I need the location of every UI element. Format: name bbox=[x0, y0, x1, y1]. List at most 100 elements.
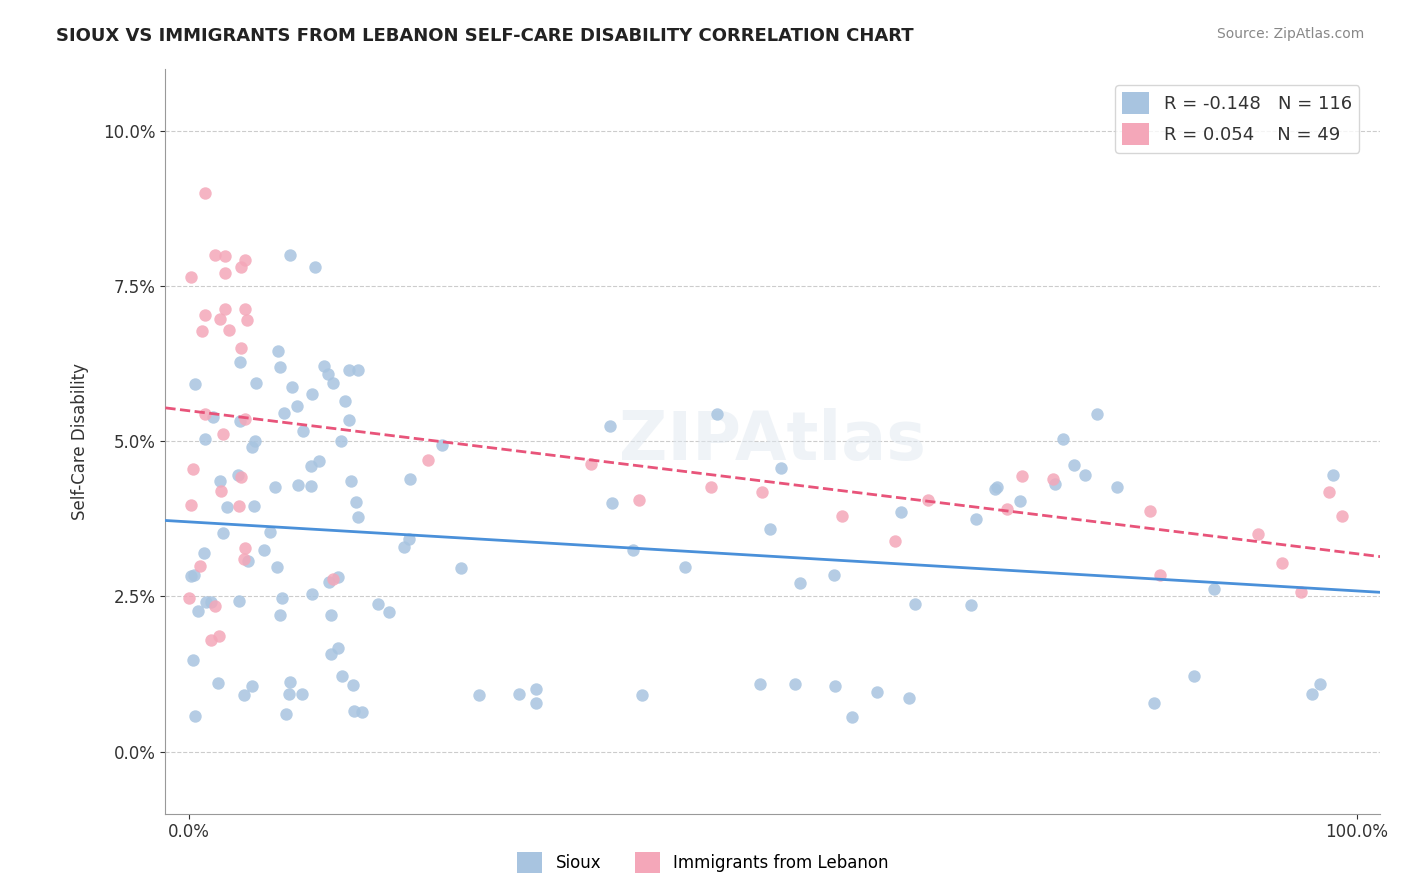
Point bbox=[194, 407, 217, 421]
Point bbox=[276, 706, 298, 721]
Point bbox=[1105, 479, 1128, 493]
Point bbox=[841, 710, 863, 724]
Point bbox=[291, 687, 314, 701]
Point bbox=[194, 594, 217, 608]
Point bbox=[430, 438, 453, 452]
Point bbox=[191, 324, 214, 338]
Legend: R = -0.148   N = 116, R = 0.054    N = 49: R = -0.148 N = 116, R = 0.054 N = 49 bbox=[1115, 85, 1360, 153]
Point bbox=[347, 510, 370, 524]
Point bbox=[316, 367, 339, 381]
Point bbox=[301, 386, 323, 401]
Point bbox=[332, 669, 354, 683]
Point bbox=[212, 526, 235, 541]
Point bbox=[1317, 485, 1340, 500]
Point bbox=[233, 301, 256, 316]
Point bbox=[1063, 458, 1085, 473]
Point bbox=[235, 411, 257, 425]
Point bbox=[824, 679, 846, 693]
Point bbox=[831, 508, 853, 523]
Point bbox=[202, 410, 225, 425]
Point bbox=[212, 427, 235, 442]
Point bbox=[524, 681, 547, 696]
Point bbox=[884, 533, 907, 548]
Point bbox=[229, 469, 252, 483]
Point bbox=[628, 493, 651, 508]
Point bbox=[200, 594, 222, 608]
Point bbox=[1074, 467, 1097, 482]
Point bbox=[214, 266, 236, 280]
Point bbox=[394, 540, 416, 554]
Point bbox=[235, 313, 257, 327]
Point bbox=[253, 542, 276, 557]
Text: Source: ZipAtlas.com: Source: ZipAtlas.com bbox=[1216, 27, 1364, 41]
Point bbox=[233, 252, 256, 267]
Text: ZIPAtlas: ZIPAtlas bbox=[620, 408, 927, 474]
Point bbox=[194, 433, 217, 447]
Point bbox=[264, 480, 287, 494]
Point bbox=[960, 599, 983, 613]
Point bbox=[823, 568, 845, 582]
Point bbox=[917, 493, 939, 508]
Point bbox=[890, 505, 912, 519]
Point bbox=[281, 380, 304, 394]
Legend: Sioux, Immigrants from Lebanon: Sioux, Immigrants from Lebanon bbox=[510, 846, 896, 880]
Point bbox=[200, 633, 222, 648]
Point bbox=[342, 704, 364, 718]
Point bbox=[285, 399, 308, 413]
Point bbox=[240, 680, 263, 694]
Point bbox=[245, 376, 267, 391]
Point bbox=[468, 688, 491, 702]
Point bbox=[759, 522, 782, 536]
Point bbox=[706, 408, 728, 422]
Point bbox=[184, 709, 207, 723]
Point bbox=[524, 696, 547, 710]
Point bbox=[416, 453, 439, 467]
Point bbox=[204, 248, 226, 262]
Point bbox=[228, 594, 250, 608]
Point bbox=[965, 512, 987, 526]
Point bbox=[1143, 696, 1166, 710]
Point bbox=[866, 685, 889, 699]
Point bbox=[229, 260, 252, 274]
Point bbox=[1247, 526, 1270, 541]
Point bbox=[748, 677, 770, 691]
Point bbox=[769, 461, 792, 475]
Point bbox=[1085, 407, 1108, 421]
Point bbox=[214, 249, 236, 263]
Point bbox=[180, 498, 202, 512]
Point bbox=[328, 569, 350, 583]
Point bbox=[342, 678, 364, 692]
Point bbox=[898, 690, 921, 705]
Point bbox=[631, 688, 654, 702]
Point bbox=[1149, 568, 1171, 582]
Point bbox=[291, 424, 314, 438]
Point bbox=[983, 482, 1005, 496]
Point bbox=[226, 468, 249, 483]
Point bbox=[367, 597, 389, 611]
Point bbox=[301, 586, 323, 600]
Point bbox=[236, 554, 259, 568]
Point bbox=[188, 559, 211, 574]
Point bbox=[995, 502, 1018, 516]
Point bbox=[903, 597, 925, 611]
Point bbox=[337, 363, 360, 377]
Point bbox=[287, 478, 309, 492]
Point bbox=[319, 608, 342, 623]
Point bbox=[183, 568, 205, 582]
Point bbox=[180, 569, 202, 583]
Point bbox=[233, 688, 256, 702]
Point bbox=[322, 376, 344, 391]
Point bbox=[208, 311, 231, 326]
Point bbox=[308, 454, 330, 468]
Point bbox=[1202, 582, 1225, 596]
Point bbox=[751, 485, 773, 500]
Point bbox=[277, 687, 299, 701]
Point bbox=[579, 457, 602, 471]
Point bbox=[1052, 432, 1074, 446]
Point bbox=[318, 574, 340, 589]
Point bbox=[398, 472, 420, 486]
Point bbox=[1043, 477, 1066, 491]
Point bbox=[450, 560, 472, 574]
Point bbox=[266, 559, 288, 574]
Point bbox=[229, 414, 252, 428]
